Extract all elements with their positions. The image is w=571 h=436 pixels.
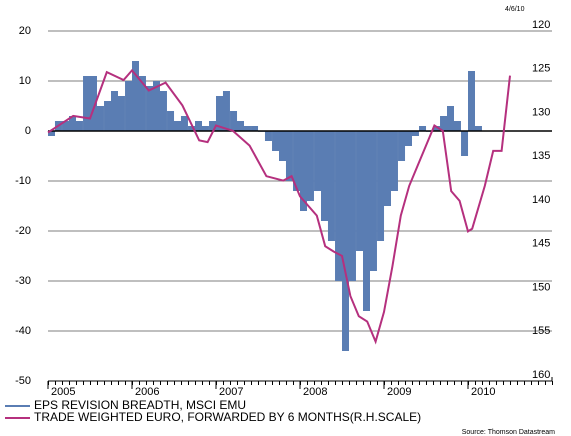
y-tick-label: 10 [19,75,31,87]
y-tick-label: -10 [15,175,31,187]
x-tick-label: 2005 [51,386,75,398]
bar [363,131,370,311]
bar [75,121,83,131]
bar [356,131,364,251]
bar [272,131,280,151]
x-tick-label: 2008 [303,386,327,398]
bar [453,121,461,131]
bar [69,116,76,131]
bar [461,131,469,156]
bar [201,126,209,131]
x-tick-label: 2010 [471,386,495,398]
bar [342,131,349,351]
bar [195,121,202,131]
y2-tick-label: 140 [532,194,550,206]
marks [47,61,552,351]
bar [83,76,91,131]
y-tick-label: -40 [15,325,31,337]
bar [293,131,301,191]
legend-entry: EPS REVISION BREADTH, MSCI EMU [34,398,246,412]
bar [96,106,104,131]
y-tick-label: -20 [15,225,31,237]
legend-entry: TRADE WEIGHTED EURO, FORWARDED BY 6 MONT… [34,410,421,424]
bar [411,131,419,136]
bar [279,131,286,161]
bar [111,91,118,131]
y2-tick-label: 125 [532,63,550,75]
y2-tick-label: 135 [532,150,550,162]
bar [306,131,314,201]
bar [348,131,356,281]
source: Source: Thomson Datastream [462,429,555,436]
y2-tick-label: 160 [532,369,550,381]
line [47,68,511,345]
date: 4/6/10 [505,6,525,13]
y-tick-label: -50 [15,375,31,387]
bar [104,101,112,131]
bar [398,131,406,161]
bar [188,126,196,131]
y2-tick-label: 130 [532,106,550,118]
bar [447,106,454,131]
bar [159,91,167,131]
bar [230,111,238,131]
bar [90,76,97,131]
x-tick-label: 2006 [135,386,159,398]
bar [125,81,133,131]
bar [474,126,482,131]
bar [300,131,307,211]
bar [48,131,55,136]
bar [369,131,377,271]
bar [314,131,322,191]
bar [390,131,398,191]
y2-tick-label: 150 [532,281,550,293]
bar [132,61,139,131]
x-tick-label: 2007 [219,386,243,398]
bar [264,131,272,141]
y2-tick-label: 145 [532,238,550,250]
bar [405,131,412,146]
bar [153,81,160,131]
bar [285,131,293,181]
bar [222,91,230,131]
y-tick-label: -30 [15,275,31,287]
x-tick-label: 2009 [387,386,411,398]
bar [335,131,343,281]
bar [209,121,217,131]
y2-tick-label: 120 [532,19,550,31]
bar [138,76,146,131]
bar [167,111,175,131]
bar [384,131,391,206]
bar [237,121,244,131]
bar [419,126,427,131]
axes: -50 -40 -30 -20 -10 0 10 20 160 155 150 145 140 135 13… [15,19,553,398]
bar [468,71,475,131]
bar [321,131,328,221]
bar [251,126,259,131]
y2-tick-label: 155 [532,325,550,337]
bar [327,131,335,241]
bar [174,121,181,131]
y-tick-label: 20 [19,25,31,37]
bar [377,131,385,241]
bar [243,126,251,131]
bar [117,96,125,131]
bar [146,86,154,131]
bar [440,116,448,131]
bar [180,116,188,131]
bar [216,96,223,131]
bar [62,121,70,131]
bar [432,126,440,131]
y-tick-label: 0 [25,125,31,137]
